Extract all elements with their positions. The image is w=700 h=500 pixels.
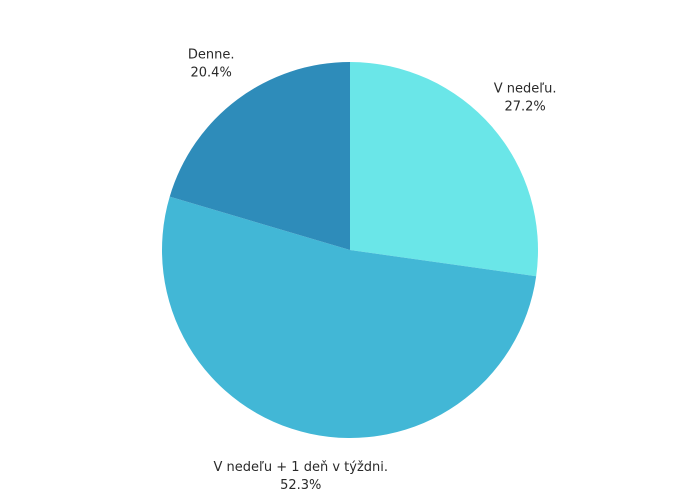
slice-label: V nedeľu + 1 deň v týždni. — [214, 460, 388, 475]
value-label: 27.2% — [504, 99, 545, 114]
pie-slice — [350, 62, 538, 277]
value-label: 52.3% — [280, 478, 321, 493]
slice-label: V nedeľu. — [494, 81, 557, 96]
pie-slice — [161, 196, 537, 438]
pie-slice — [169, 62, 350, 250]
slice-label: Denne. — [188, 48, 235, 63]
value-label: 20.4% — [191, 66, 232, 81]
